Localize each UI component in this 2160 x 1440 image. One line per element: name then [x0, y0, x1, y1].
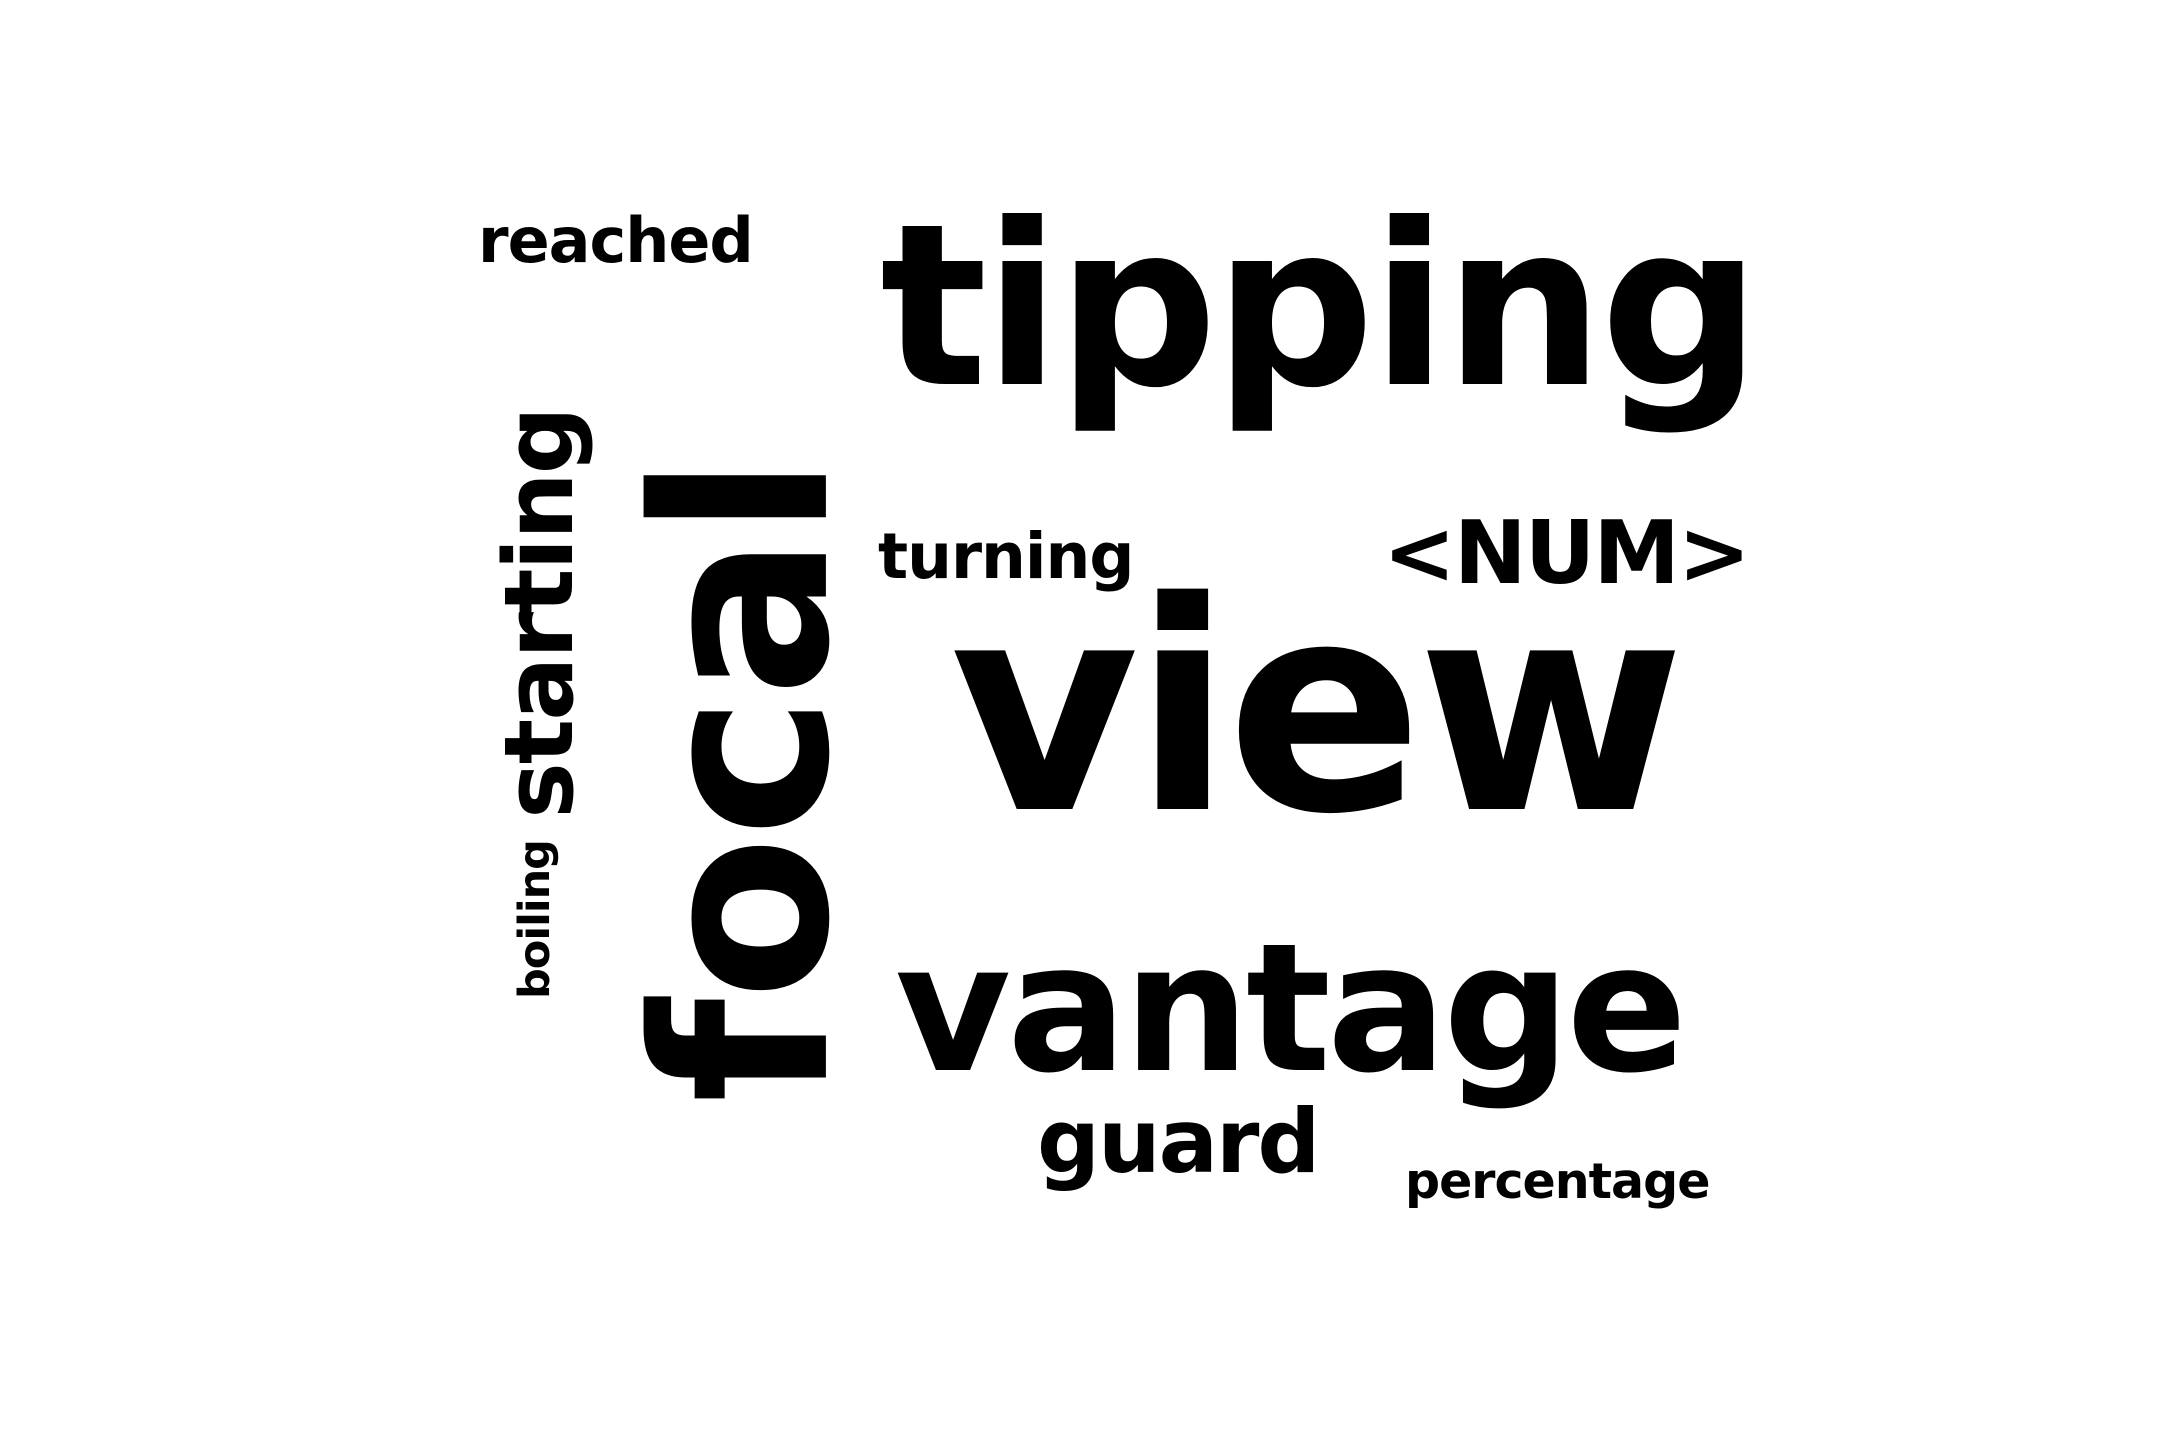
word-guard: guard	[1037, 1090, 1320, 1193]
word-tipping: tipping	[880, 176, 1761, 438]
word-focal: focal	[602, 457, 883, 1103]
word-vantage: vantage	[895, 905, 1687, 1112]
word-turning: turning	[878, 520, 1134, 593]
word-num: <NUM>	[1383, 502, 1751, 604]
word-reached: reached	[478, 204, 754, 277]
word-starting: starting	[484, 408, 595, 819]
word-view: view	[950, 541, 1685, 878]
word-percentage: percentage	[1405, 1153, 1710, 1210]
word-boiling: boiling	[509, 840, 560, 999]
